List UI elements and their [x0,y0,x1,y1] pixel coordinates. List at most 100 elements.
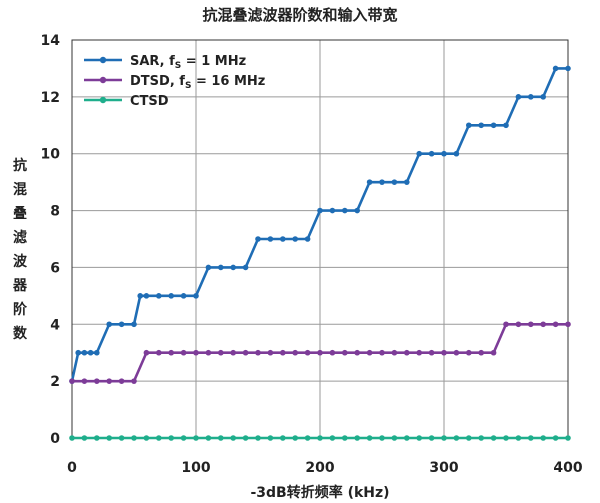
data-point [416,349,423,356]
data-point [515,321,522,328]
data-point [540,435,546,441]
series-0 [69,65,571,384]
data-point [515,435,522,441]
data-point [267,435,274,441]
x-tick-label: 400 [553,460,582,476]
legend-item: CTSD [84,94,169,109]
data-point [404,179,410,185]
data-point [552,321,559,328]
data-point [540,321,546,328]
data-point [304,236,311,242]
data-point [69,378,75,384]
data-point [354,207,361,214]
legend-label: CTSD [130,94,169,109]
y-tick-label: 8 [50,204,60,220]
data-point [205,264,212,271]
data-point [242,264,249,271]
data-point [342,207,348,214]
data-point [466,435,472,441]
data-point [503,321,509,328]
plot-area [69,65,571,441]
data-point [354,435,361,441]
data-point [143,435,150,441]
y-axis-label-char: 阶 [13,301,28,318]
data-point [528,94,534,100]
y-tick-label: 14 [41,33,61,49]
y-tick-label: 12 [41,90,60,106]
data-point [94,378,100,384]
y-tick-label: 0 [50,431,60,447]
data-point [106,321,112,328]
data-point [118,378,125,384]
y-axis-label-char: 器 [12,278,28,294]
y-axis-label-char: 波 [13,253,28,270]
data-point [143,293,150,299]
data-point [94,349,100,356]
data-point [428,435,435,441]
data-point [342,349,348,356]
data-point [255,435,261,441]
data-point [478,122,485,129]
legend-item: SAR, fS = 1 MHz [84,54,246,71]
legend: SAR, fS = 1 MHz DTSD, fS = 16 MHz CTSD [84,54,265,109]
data-point [366,349,373,356]
data-point [242,435,249,441]
data-point [94,435,100,441]
data-point [552,65,559,72]
data-point [218,349,224,356]
data-point [478,349,485,356]
data-point [379,435,385,441]
series-2 [69,435,571,441]
data-point [354,349,361,356]
data-point [329,349,336,356]
data-point [69,435,75,441]
data-point [218,264,224,271]
data-point [416,150,423,157]
data-point [304,435,311,441]
data-point [168,435,174,441]
x-tick-label: 300 [429,460,458,476]
data-point [230,435,236,441]
legend-item: DTSD, fS = 16 MHz [84,74,265,91]
data-point [441,435,447,441]
data-point [391,435,398,441]
data-point [106,435,112,441]
chart-title: 抗混叠滤波器阶数和输入带宽 [202,6,397,24]
data-point [193,349,199,356]
data-point [87,349,94,356]
data-point [404,435,410,441]
legend-label: DTSD, fS = 16 MHz [130,74,265,91]
data-point [329,207,336,214]
data-point [81,378,88,384]
data-point [75,349,81,356]
data-point [366,179,373,185]
data-point [267,236,274,242]
data-point [193,293,199,299]
data-point [317,207,323,214]
data-point [137,293,143,299]
series-1 [69,321,571,384]
data-point [156,349,162,356]
data-point [255,349,261,356]
data-point [565,65,571,72]
legend-swatch-marker [99,56,107,64]
data-point [379,349,385,356]
data-point [180,349,187,356]
data-point [118,435,125,441]
data-point [404,349,410,356]
y-axis-label-char: 数 [13,325,28,342]
y-tick-label: 2 [50,374,60,390]
data-point [292,236,299,242]
data-point [180,435,187,441]
data-point [503,435,509,441]
data-point [205,349,212,356]
data-point [453,349,460,356]
data-point [565,435,571,441]
data-point [143,349,150,356]
data-point [466,349,472,356]
data-point [342,435,348,441]
data-point [317,435,323,441]
y-tick-label: 4 [50,317,60,333]
data-point [565,321,571,328]
